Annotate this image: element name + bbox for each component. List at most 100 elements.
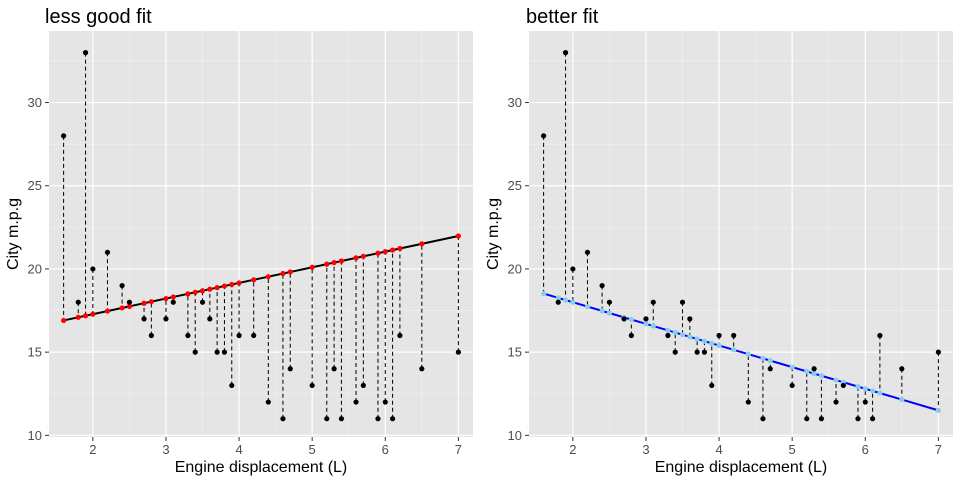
data-point bbox=[716, 332, 722, 339]
fitted-point bbox=[877, 390, 883, 396]
fitted-point bbox=[338, 258, 345, 264]
fitted-points bbox=[541, 290, 941, 413]
y-tick-label: 15 bbox=[508, 345, 522, 360]
data-point bbox=[199, 299, 206, 305]
data-point bbox=[935, 349, 941, 355]
fitted-point bbox=[679, 332, 686, 338]
x-tick-label: 2 bbox=[569, 442, 576, 457]
data-point bbox=[628, 332, 634, 339]
data-point bbox=[731, 332, 737, 339]
y-axis-title: City m.p.g bbox=[485, 198, 502, 270]
data-point bbox=[709, 382, 715, 389]
data-point bbox=[541, 133, 547, 139]
y-tick-label: 25 bbox=[28, 178, 42, 193]
data-point bbox=[331, 366, 337, 372]
fitted-point bbox=[199, 288, 206, 294]
fitted-point bbox=[562, 297, 569, 303]
data-point bbox=[679, 299, 686, 305]
x-tick-label: 6 bbox=[382, 442, 389, 457]
data-point bbox=[119, 282, 125, 289]
data-point bbox=[236, 332, 242, 339]
data-point bbox=[309, 382, 315, 389]
data-point bbox=[789, 382, 795, 389]
x-tick-label: 4 bbox=[715, 442, 722, 457]
y-tick-label: 25 bbox=[508, 178, 522, 193]
data-point bbox=[869, 416, 876, 422]
fitted-point bbox=[170, 294, 176, 300]
fitted-point bbox=[353, 255, 359, 261]
x-tick-label: 5 bbox=[789, 442, 796, 457]
y-tick-label: 10 bbox=[508, 428, 522, 443]
fitted-point bbox=[382, 249, 388, 255]
fitted-point bbox=[185, 291, 191, 297]
data-point bbox=[687, 316, 693, 322]
fitted-point bbox=[229, 281, 235, 288]
fitted-point bbox=[767, 358, 773, 364]
data-point bbox=[61, 133, 67, 139]
residual-lines bbox=[63, 52, 459, 419]
fitted-point bbox=[163, 295, 169, 302]
data-point bbox=[818, 416, 825, 422]
data-point bbox=[584, 249, 591, 255]
panel-less-good-fit: less good fit 2 3 4 5 6 7 10 15 20 25 30 Engine di… bbox=[5, 6, 473, 476]
data-point bbox=[360, 382, 366, 389]
fitted-point bbox=[207, 286, 213, 292]
data-point bbox=[353, 399, 359, 405]
data-point bbox=[207, 316, 213, 322]
fitted-points bbox=[61, 233, 461, 324]
data-point bbox=[324, 416, 330, 422]
data-point bbox=[760, 416, 766, 422]
x-tick-label: 5 bbox=[309, 442, 316, 457]
data-point bbox=[397, 332, 403, 339]
fitted-point bbox=[628, 316, 634, 323]
y-axis-title: City m.p.g bbox=[5, 198, 22, 270]
fitted-point bbox=[75, 314, 81, 320]
data-point bbox=[855, 416, 861, 422]
data-point bbox=[562, 50, 569, 56]
fitted-point bbox=[789, 364, 795, 370]
fitted-point bbox=[148, 299, 154, 305]
data-point bbox=[745, 399, 751, 405]
data-points bbox=[541, 50, 941, 422]
fitted-point bbox=[90, 311, 96, 317]
data-point bbox=[570, 266, 576, 272]
fitted-point bbox=[61, 317, 67, 324]
data-point bbox=[650, 299, 656, 305]
data-point bbox=[280, 416, 286, 422]
data-point bbox=[694, 349, 700, 355]
fitted-point bbox=[236, 280, 242, 286]
fitted-point bbox=[360, 253, 366, 259]
fitted-point bbox=[141, 300, 147, 306]
x-tick-label: 2 bbox=[89, 442, 96, 457]
fitted-point bbox=[331, 259, 337, 266]
fitted-point bbox=[82, 313, 89, 319]
fitted-point bbox=[455, 233, 461, 239]
plot-background bbox=[49, 31, 473, 437]
fitted-point bbox=[855, 383, 861, 390]
data-point bbox=[251, 332, 257, 339]
fitted-point bbox=[389, 247, 396, 253]
data-point bbox=[192, 349, 198, 355]
fitted-point bbox=[251, 277, 257, 283]
fitted-point bbox=[804, 368, 810, 375]
data-point bbox=[621, 316, 627, 322]
fitted-point bbox=[701, 338, 708, 344]
fitted-point bbox=[731, 347, 737, 353]
panel-better-fit: better fit 2 3 4 5 6 7 10 15 20 25 30 Engine displ… bbox=[485, 6, 953, 476]
data-point bbox=[455, 349, 461, 355]
fitted-point bbox=[760, 355, 766, 362]
data-point bbox=[214, 349, 220, 355]
fitted-point bbox=[709, 340, 715, 346]
fitted-point bbox=[584, 303, 591, 310]
fitted-point bbox=[650, 323, 656, 329]
data-point bbox=[104, 249, 111, 255]
data-point bbox=[599, 282, 605, 289]
x-axis-title: Engine displacement (L) bbox=[655, 459, 828, 476]
fitted-point bbox=[119, 305, 125, 311]
fitted-point bbox=[606, 310, 613, 316]
data-point bbox=[229, 382, 235, 389]
data-point bbox=[701, 349, 708, 355]
data-point bbox=[221, 349, 228, 355]
axis-ticks: 2 3 4 5 6 7 10 15 20 25 30 bbox=[508, 95, 942, 457]
